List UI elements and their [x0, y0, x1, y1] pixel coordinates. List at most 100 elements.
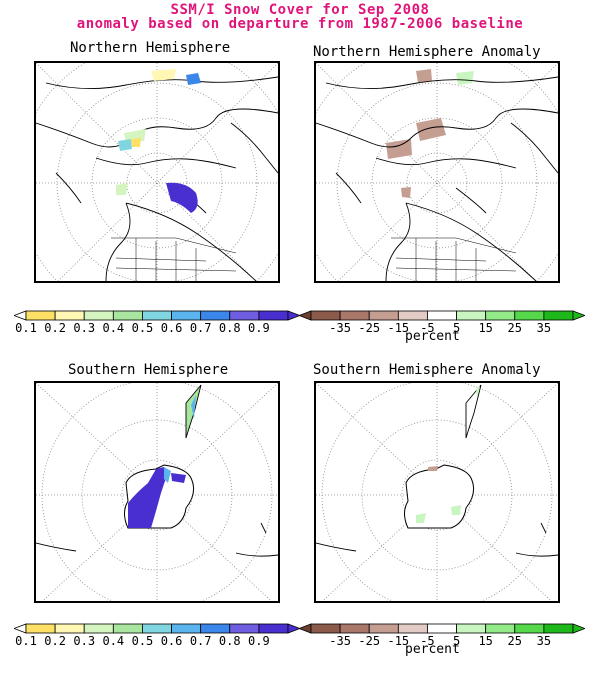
colorbar-tick-label: -35	[329, 634, 351, 648]
colorbar-tick-label: 0.1	[15, 321, 37, 335]
anomaly-colorbar: -35 -25 -15 -5 5 15 25 35	[299, 310, 585, 335]
anomaly-patches	[386, 69, 474, 198]
colorbar-tick-label: 0.2	[44, 634, 66, 648]
colorbar-swatch	[112, 310, 143, 321]
colorbar-left-arrow	[299, 310, 312, 321]
colorbar-swatch	[229, 310, 260, 321]
colorbar-tick-label: 0.4	[102, 321, 124, 335]
colorbar-tick-label: 0.2	[44, 321, 66, 335]
colorbar-tick-label: 0.8	[219, 634, 241, 648]
coastlines	[316, 76, 558, 281]
nh-snow-cover-map	[34, 61, 280, 283]
nh-panel-title: Northern Hemisphere	[70, 40, 231, 56]
colorbar-tick-label: 15	[478, 321, 492, 335]
colorbar-tick-label: 0.5	[132, 321, 154, 335]
colorbar-swatch	[339, 623, 370, 634]
south-america	[185, 384, 202, 439]
colorbar-swatch	[25, 623, 56, 634]
snow-cover-colorbar: 0.10.20.30.40.50.60.70.80.91	[14, 310, 300, 335]
colorbar-right-arrow	[572, 623, 585, 634]
colorbar-swatch	[368, 623, 399, 634]
south-america	[465, 384, 482, 439]
colorbar-tick-label: -25	[358, 634, 380, 648]
antarctica	[124, 464, 195, 529]
colorbar-tick-label: 5	[453, 634, 460, 648]
snow-cover-patches	[116, 69, 201, 213]
nh-anomaly-panel-title: Northern Hemisphere Anomaly	[313, 44, 541, 60]
colorbar-swatch	[427, 623, 457, 634]
colorbar-swatch	[142, 623, 172, 634]
colorbar-swatch	[258, 623, 289, 634]
colorbar-swatch	[310, 623, 341, 634]
chart-title: SSM/I Snow Cover for Sep 2008	[170, 2, 430, 18]
colorbar-swatch	[54, 623, 85, 634]
sh-panel-title: Southern Hemisphere	[68, 362, 229, 378]
colorbar-left-arrow	[14, 310, 27, 321]
colorbar-right-arrow	[287, 623, 300, 634]
coastlines	[36, 76, 278, 281]
colorbar-tick-label: -15	[387, 634, 409, 648]
colorbar-tick-label: -35	[329, 321, 351, 335]
coastlines	[36, 522, 278, 557]
boundaries	[111, 237, 237, 281]
colorbar-swatch	[171, 310, 202, 321]
colorbar-tick-label: 0.1	[15, 634, 37, 648]
colorbar-swatch	[397, 623, 428, 634]
chart-subtitle: anomaly based on departure from 1987-200…	[76, 16, 524, 32]
colorbar-tick-label: 0.7	[190, 634, 212, 648]
colorbar-left-arrow	[299, 623, 312, 634]
colorbar-tick-label: 0.6	[161, 634, 183, 648]
graticule	[316, 63, 558, 281]
colorbar-swatch	[485, 310, 516, 321]
anomaly-colorbar-bottom: -35 -25 -15 -5 5 15 25 35	[299, 623, 585, 648]
graticule	[316, 383, 558, 601]
colorbar-swatch	[25, 310, 56, 321]
colorbar-swatch	[543, 623, 574, 634]
colorbar-swatch	[229, 623, 260, 634]
colorbar-tick-label: 0.5	[132, 634, 154, 648]
colorbar-right-arrow	[572, 310, 585, 321]
colorbar-swatch	[54, 310, 85, 321]
colorbar-swatch	[456, 310, 487, 321]
colorbar-swatch	[200, 310, 231, 321]
anomaly-unit-label-bottom: percent	[405, 642, 460, 657]
nh-anomaly-map	[314, 61, 560, 283]
colorbar-tick-label: 0.8	[219, 321, 241, 335]
colorbar-swatch	[112, 623, 143, 634]
colorbar-swatch	[339, 310, 370, 321]
antarctica	[404, 464, 475, 529]
sh-anomaly-panel-title: Southern Hemisphere Anomaly	[313, 362, 541, 378]
colorbar-tick-label: -5	[420, 321, 434, 335]
graticule	[36, 63, 278, 281]
colorbar-tick-label: -15	[387, 321, 409, 335]
colorbar-left-arrow	[14, 623, 27, 634]
colorbar-tick-label: -25	[358, 321, 380, 335]
colorbar-tick-label: 25	[508, 634, 522, 648]
colorbar-swatch	[514, 310, 545, 321]
colorbar-swatch	[456, 623, 487, 634]
colorbar-tick-label: 15	[478, 634, 492, 648]
colorbar-right-arrow	[287, 310, 300, 321]
colorbar-swatch	[171, 623, 202, 634]
colorbar-swatch	[514, 623, 545, 634]
colorbar-tick-label: 25	[508, 321, 522, 335]
coastlines	[316, 522, 558, 557]
boundaries	[391, 237, 517, 281]
colorbar-swatch	[485, 623, 516, 634]
colorbar-tick-label: -5	[420, 634, 434, 648]
colorbar-tick-label: 0.3	[73, 321, 95, 335]
colorbar-swatch	[543, 310, 574, 321]
colorbar-swatch	[83, 623, 114, 634]
colorbar-swatch	[397, 310, 428, 321]
colorbar-tick-label: 5	[453, 321, 460, 335]
colorbar-swatch	[200, 623, 231, 634]
colorbar-tick-label: 0.3	[73, 634, 95, 648]
colorbar-swatch	[427, 310, 457, 321]
colorbar-swatch	[368, 310, 399, 321]
snow-cover-colorbar-bottom: 0.10.20.30.40.50.60.70.80.91	[14, 623, 300, 648]
colorbar-swatch	[310, 310, 341, 321]
colorbar-tick-label: 0.4	[102, 634, 124, 648]
colorbar-tick-label: 0.9	[248, 321, 270, 335]
colorbar-tick-label: 35	[537, 634, 551, 648]
colorbar-swatch	[142, 310, 172, 321]
